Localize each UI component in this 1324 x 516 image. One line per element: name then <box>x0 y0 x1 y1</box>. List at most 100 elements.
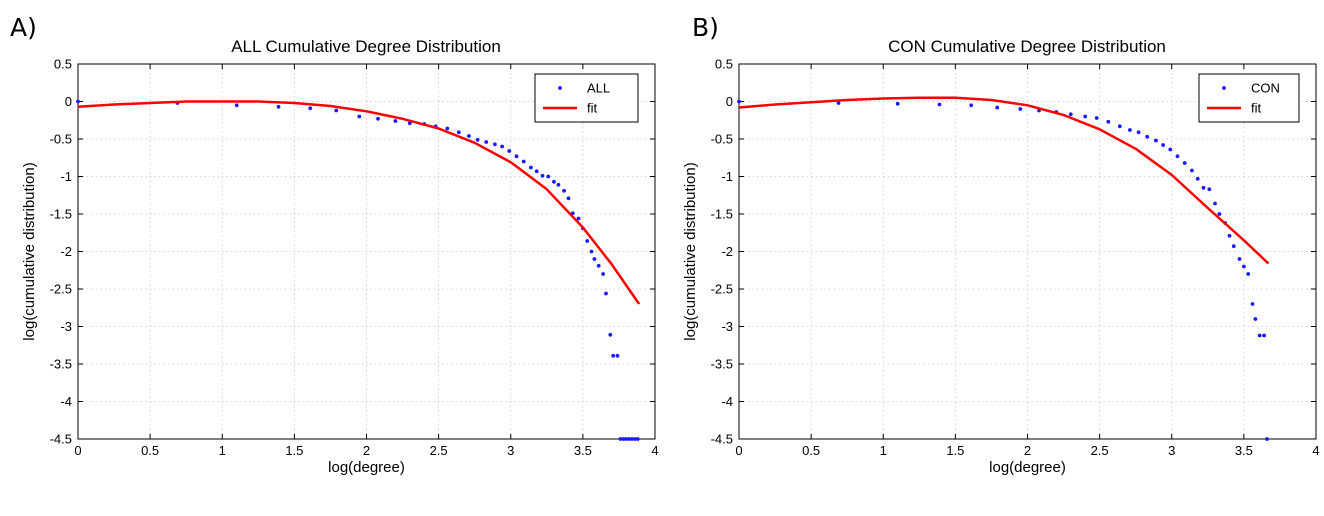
y-tick-label: 0 <box>726 94 733 109</box>
legend-label: fit <box>587 101 598 116</box>
data-point <box>1195 176 1200 181</box>
y-tick-label: -1 <box>60 169 72 184</box>
y-tick-label: -3.5 <box>50 357 72 372</box>
chart-panel-b: B) CON Cumulative Degree Distribution 0 0.5… <box>682 13 1320 476</box>
y-axis-label: log(cumulative distribution) <box>682 162 699 340</box>
data-point <box>529 165 533 170</box>
data-point <box>540 173 545 178</box>
scatter-series <box>76 99 640 441</box>
y-tick-label: -2 <box>60 244 72 259</box>
data-point <box>1231 244 1236 249</box>
data-point <box>995 105 1000 110</box>
data-point <box>393 119 398 123</box>
data-point <box>234 103 239 108</box>
y-tick-label: -3.5 <box>711 357 733 372</box>
data-point <box>635 437 640 441</box>
data-point <box>556 182 561 187</box>
data-point <box>546 174 551 179</box>
x-tick-label: 4 <box>651 443 658 458</box>
legend-box <box>1198 73 1300 123</box>
data-point <box>507 149 512 153</box>
x-tick-label: 2 <box>363 443 370 458</box>
data-point <box>1242 264 1246 269</box>
data-point <box>552 179 556 184</box>
data-point <box>514 154 519 159</box>
y-tick-label: 0 <box>65 94 72 109</box>
data-point <box>1094 116 1099 120</box>
data-point <box>615 353 620 358</box>
legend-label: fit <box>1251 101 1262 116</box>
x-tick-label: 4 <box>1312 443 1319 458</box>
data-point <box>334 108 339 113</box>
data-point <box>608 332 613 337</box>
data-point <box>493 142 497 147</box>
data-point <box>596 263 601 268</box>
y-tick-label: -3 <box>60 319 72 334</box>
y-tick-label: -4 <box>60 394 72 409</box>
data-point <box>604 291 608 296</box>
legend-point-swatch <box>1222 86 1226 90</box>
y-tick-label: -4 <box>721 394 733 409</box>
data-point <box>632 437 637 441</box>
x-tick-label: 1 <box>880 443 887 458</box>
data-point <box>1106 119 1111 124</box>
data-point <box>937 102 942 107</box>
fit-line <box>738 96 1270 265</box>
data-point <box>1018 107 1023 111</box>
x-tick-label: 2.5 <box>1091 443 1109 458</box>
y-tick-label: -4.5 <box>50 432 72 447</box>
data-point <box>627 437 631 441</box>
data-point <box>969 103 974 108</box>
y-tick-label: 0.5 <box>715 57 733 72</box>
data-point <box>1068 112 1073 117</box>
y-tick-label: -2 <box>721 244 733 259</box>
x-tick-label: 1.5 <box>946 443 964 458</box>
y-tick-label: -4.5 <box>711 432 733 447</box>
x-tick-label: 0 <box>735 443 742 458</box>
data-point <box>1145 134 1150 139</box>
data-point <box>592 257 597 261</box>
data-point <box>585 239 590 243</box>
data-point <box>1117 124 1122 129</box>
data-point <box>836 101 841 105</box>
data-point <box>1262 333 1266 338</box>
data-point <box>475 137 480 142</box>
legend-point-swatch <box>558 86 562 90</box>
y-tick-label: -1 <box>721 169 733 184</box>
chart-title: CON Cumulative Degree Distribution <box>888 37 1166 56</box>
data-point <box>1265 437 1269 441</box>
data-point <box>1257 333 1262 338</box>
data-point <box>500 144 504 149</box>
y-tick-label: 0.5 <box>54 57 72 72</box>
data-point <box>1168 147 1173 152</box>
data-point <box>1213 201 1217 206</box>
x-tick-label: 2.5 <box>430 443 448 458</box>
data-point <box>484 140 489 144</box>
data-point <box>624 437 628 441</box>
data-point <box>76 99 80 104</box>
data-point <box>1161 143 1165 147</box>
data-point <box>1201 185 1206 190</box>
x-tick-label: 0.5 <box>802 443 820 458</box>
data-point <box>1128 128 1132 132</box>
data-point <box>1083 114 1088 119</box>
data-point <box>308 106 313 111</box>
legend: CON fit <box>1198 73 1300 123</box>
data-point <box>1250 302 1255 306</box>
x-axis-label: log(degree) <box>989 459 1066 476</box>
data-point <box>621 437 626 441</box>
data-point <box>1227 233 1232 238</box>
axes-box <box>77 63 656 440</box>
data-point <box>456 130 461 135</box>
data-point <box>1154 138 1158 143</box>
legend-label: CON <box>1251 81 1280 96</box>
data-point <box>618 437 623 441</box>
data-point <box>1175 154 1180 159</box>
x-tick-label: 1 <box>219 443 226 458</box>
data-point <box>376 116 380 121</box>
data-point <box>895 101 900 106</box>
data-point <box>562 188 566 193</box>
data-point <box>1190 168 1194 173</box>
x-tick-label: 1.5 <box>285 443 303 458</box>
